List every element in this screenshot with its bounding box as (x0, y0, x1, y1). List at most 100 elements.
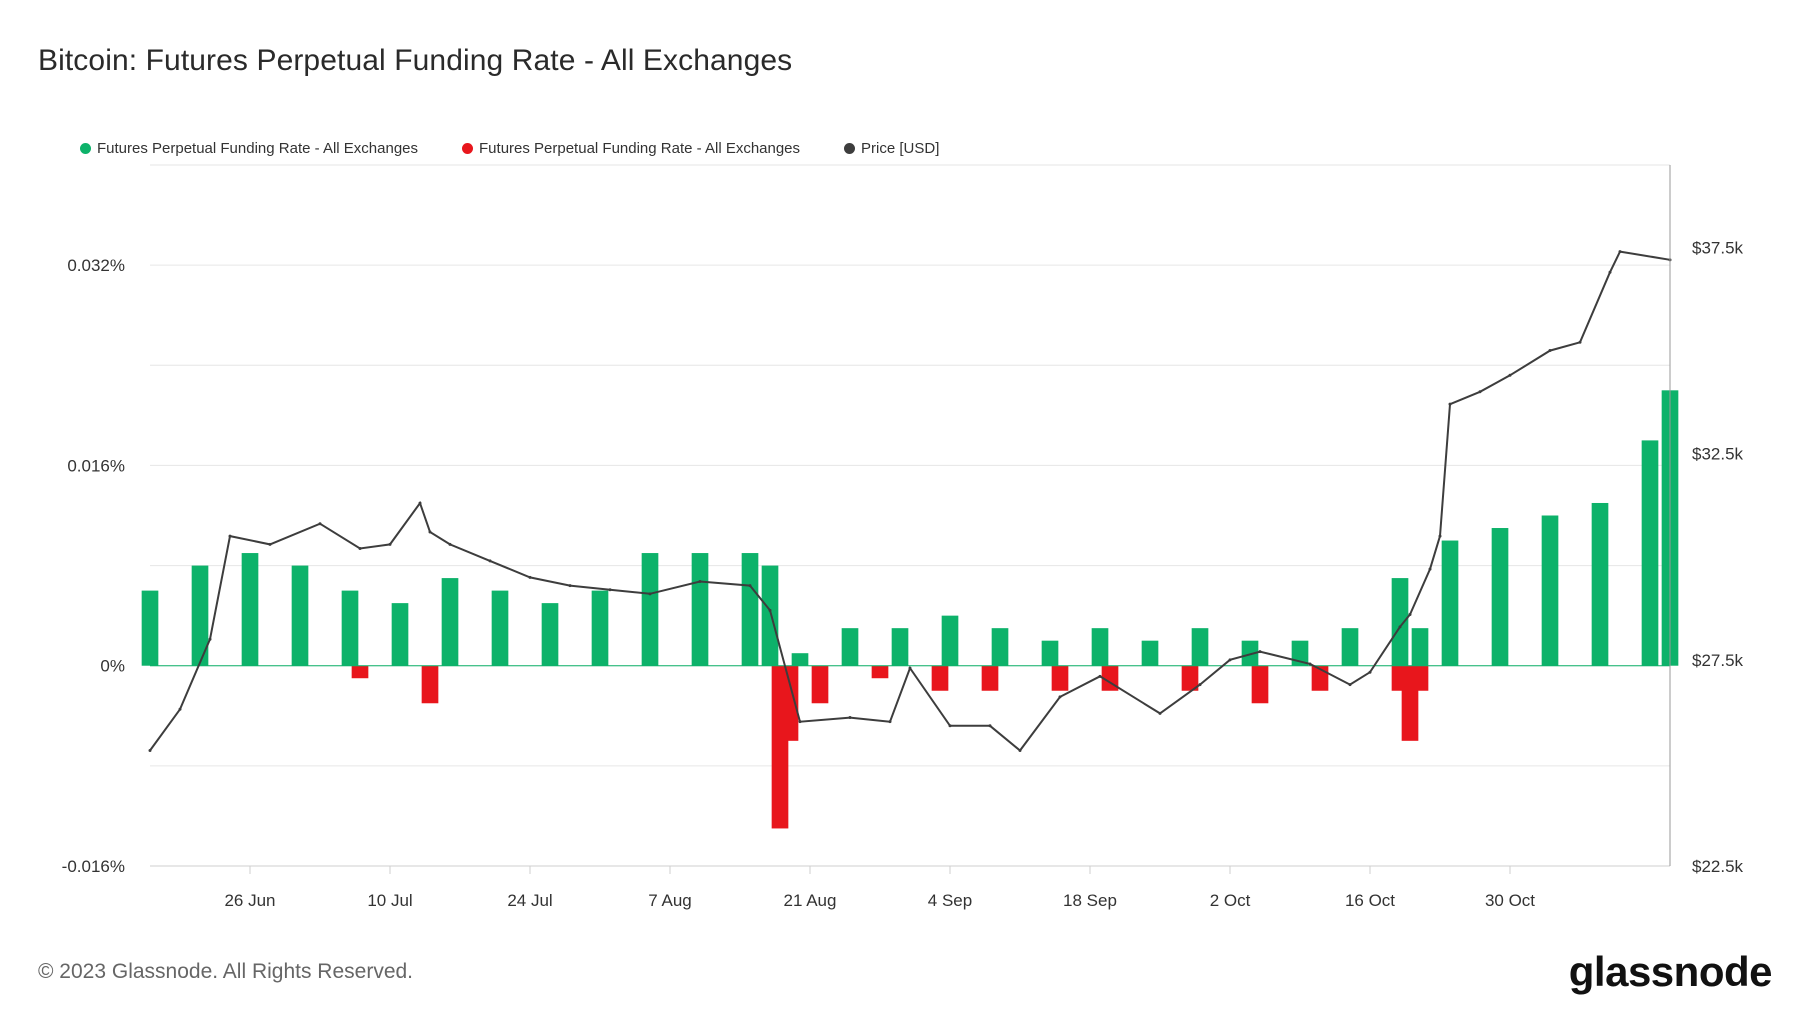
legend-label: Futures Perpetual Funding Rate - All Exc… (479, 140, 801, 157)
copyright-text: © 2023 Glassnode. All Rights Reserved. (38, 960, 414, 983)
y-left-tick-label: -0.016% (62, 857, 125, 876)
funding-bar-positive (1641, 440, 1659, 666)
price-point (1348, 683, 1352, 687)
funding-bar-positive (341, 590, 359, 666)
price-point (1368, 670, 1372, 674)
funding-bar-negative (931, 665, 949, 691)
price-point (268, 542, 272, 546)
price-point (388, 542, 392, 546)
funding-bar-positive (761, 565, 779, 666)
funding-bar-negative (811, 665, 829, 704)
funding-bar-positive (741, 553, 759, 666)
price-line (149, 250, 1671, 752)
price-point (848, 716, 852, 720)
price-point (448, 542, 452, 546)
funding-bar-positive (541, 603, 559, 666)
legend-label: Price [USD] (861, 140, 940, 157)
funding-bar-positive (291, 565, 309, 666)
price-point (488, 559, 492, 563)
funding-bar-positive (241, 553, 259, 666)
funding-bar-positive (391, 603, 409, 666)
price-point (1158, 711, 1162, 715)
price-point (1228, 658, 1232, 662)
price-point (748, 584, 752, 588)
price-point (1508, 373, 1512, 377)
price-point (888, 720, 892, 724)
price-point (318, 522, 322, 526)
legend-marker-red (462, 143, 474, 154)
price-point (1058, 695, 1062, 699)
price-point (1438, 534, 1442, 538)
y-right-tick-label: $37.5k (1692, 238, 1744, 257)
chart-title: Bitcoin: Futures Perpetual Funding Rate … (38, 44, 793, 77)
y-left-tick-label: 0% (100, 657, 125, 676)
price-point (1258, 650, 1262, 654)
funding-bar-positive (1391, 578, 1409, 666)
funding-bar-positive (991, 628, 1009, 666)
funding-bar-positive (1241, 640, 1259, 666)
price-point (1618, 250, 1622, 254)
price-point (648, 592, 652, 596)
price-point (1478, 390, 1482, 394)
price-point (208, 637, 212, 641)
legend-item-price[interactable]: Price [USD] (844, 140, 939, 157)
price-point (568, 584, 572, 588)
funding-bar-positive (1041, 640, 1059, 666)
price-point (358, 546, 362, 550)
x-tick-label: 2 Oct (1210, 891, 1251, 910)
legend-item-funding-positive[interactable]: Futures Perpetual Funding Rate - All Exc… (80, 140, 418, 157)
x-tick-label: 7 Aug (648, 891, 692, 910)
glassnode-logo: glassnode (1568, 948, 1773, 995)
funding-bar-positive (1411, 628, 1429, 666)
funding-bar-positive (1491, 528, 1509, 666)
funding-bar-positive (641, 553, 659, 666)
price-point (988, 724, 992, 728)
x-tick-label: 26 Jun (224, 891, 275, 910)
price-point (1448, 402, 1452, 406)
funding-bar-positive (591, 590, 609, 666)
price-point (1398, 625, 1402, 629)
y-left-tick-label: 0.016% (67, 456, 125, 475)
funding-bar-positive (441, 578, 459, 666)
price-point (768, 608, 772, 612)
funding-bar-positive (1441, 540, 1459, 666)
funding-bar-positive (1341, 628, 1359, 666)
y-right-tick-label: $32.5k (1692, 445, 1744, 464)
x-tick-label: 16 Oct (1345, 891, 1395, 910)
y-right-tick-label: $27.5k (1692, 651, 1744, 670)
price-point (1608, 270, 1612, 274)
funding-bar-positive (191, 565, 209, 666)
funding-bar-negative (871, 665, 889, 679)
funding-bar-positive (1091, 628, 1109, 666)
funding-bar-positive (691, 553, 709, 666)
price-point (418, 501, 422, 505)
funding-bar-negative (1181, 665, 1199, 691)
x-tick-label: 21 Aug (784, 891, 837, 910)
price-point (228, 534, 232, 538)
price-point (908, 666, 912, 670)
funding-bar-positive (1141, 640, 1159, 666)
price-point (608, 588, 612, 592)
funding-bar-positive (791, 653, 809, 666)
price-point (1198, 683, 1202, 687)
price-point (948, 724, 952, 728)
funding-bar-positive (1191, 628, 1209, 666)
legend-label: Futures Perpetual Funding Rate - All Exc… (97, 140, 419, 157)
x-tick-label: 10 Jul (367, 891, 412, 910)
funding-bar-positive (1591, 502, 1609, 666)
x-tick-label: 18 Sep (1063, 891, 1117, 910)
legend-marker-dark (844, 143, 856, 154)
price-point (148, 749, 152, 753)
funding-bar-positive (141, 590, 159, 666)
funding-bar-negative (421, 665, 439, 704)
x-tick-label: 24 Jul (507, 891, 552, 910)
funding-bar-negative (781, 665, 799, 741)
price-point (1578, 340, 1582, 344)
price-point (1408, 612, 1412, 616)
x-tick-label: 30 Oct (1485, 891, 1535, 910)
legend: Futures Perpetual Funding Rate - All Exc… (80, 140, 983, 157)
legend-item-funding-negative[interactable]: Futures Perpetual Funding Rate - All Exc… (462, 140, 800, 157)
funding-bar-negative (981, 665, 999, 691)
price-point (1098, 674, 1102, 678)
